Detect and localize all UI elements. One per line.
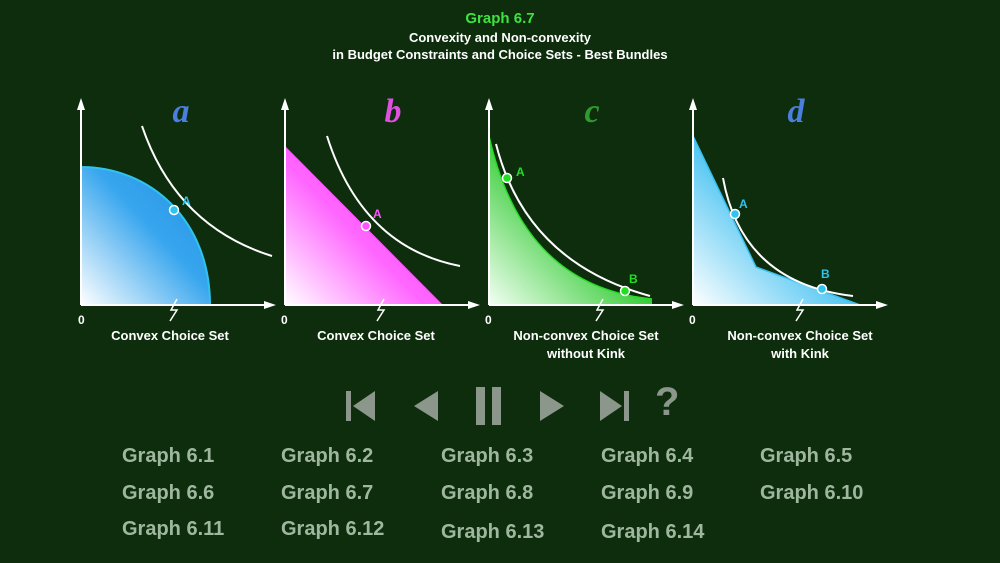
link-graph-6-8[interactable]: Graph 6.8	[441, 482, 534, 504]
budget-frontier-c	[488, 135, 653, 300]
caption-d: Non-convex Choice Set with Kink	[700, 327, 900, 363]
caption-a: Convex Choice Set	[80, 327, 260, 345]
link-graph-6-6[interactable]: Graph 6.6	[122, 482, 215, 504]
pointer-icon-a	[169, 298, 179, 322]
panel-d: A B d 0	[689, 93, 888, 327]
link-graph-6-3[interactable]: Graph 6.3	[441, 445, 534, 467]
indifference-curve-c	[495, 143, 651, 297]
last-icon[interactable]	[598, 387, 632, 425]
caption-c: Non-convex Choice Set without Kink	[486, 327, 686, 363]
budget-frontier-a	[80, 166, 211, 306]
x-arrow-a	[264, 301, 276, 309]
origin-label-a: 0	[78, 313, 85, 327]
panel-a: A a 0	[77, 93, 276, 327]
diagram-panels: A a 0 A b 0	[77, 93, 888, 327]
first-icon[interactable]	[344, 387, 378, 425]
point-label-a: A	[182, 194, 191, 208]
point-a-a	[168, 204, 180, 216]
point-label-b-d: B	[821, 267, 830, 281]
panel-c: A B c 0	[485, 93, 684, 327]
caption-c-line-1: Non-convex Choice Set	[513, 328, 659, 343]
panel-letter-b: b	[385, 93, 402, 130]
link-graph-6-11[interactable]: Graph 6.11	[122, 518, 225, 540]
point-label-b: A	[373, 207, 382, 221]
link-graph-6-7[interactable]: Graph 6.7	[281, 482, 374, 504]
panel-letter-c: c	[584, 93, 599, 130]
y-arrow-c	[485, 98, 493, 110]
point-b-c	[619, 285, 631, 297]
point-b-d	[816, 283, 828, 295]
link-graph-6-1[interactable]: Graph 6.1	[122, 445, 215, 467]
link-graph-6-2[interactable]: Graph 6.2	[281, 445, 374, 467]
y-arrow-d	[689, 98, 697, 110]
choice-set-d	[693, 136, 860, 305]
panel-b: A b 0	[281, 93, 480, 327]
previous-icon[interactable]	[410, 387, 440, 425]
caption-a-line-1: Convex Choice Set	[111, 328, 229, 343]
link-graph-6-13[interactable]: Graph 6.13	[441, 521, 545, 543]
subtitle-line-2: in Budget Constraints and Choice Sets - …	[332, 47, 668, 62]
help-button[interactable]: ?	[655, 380, 680, 424]
x-arrow-d	[876, 301, 888, 309]
point-label-b-c: B	[629, 272, 638, 286]
point-a-d	[729, 208, 741, 220]
y-arrow-b	[281, 98, 289, 110]
point-label-a-c: A	[516, 165, 525, 179]
panel-letter-a: a	[173, 93, 190, 130]
link-graph-6-9[interactable]: Graph 6.9	[601, 482, 694, 504]
caption-b-line-1: Convex Choice Set	[317, 328, 435, 343]
subtitle-line-1: Convexity and Non-convexity	[408, 30, 592, 45]
graph-title: Graph 6.7	[465, 10, 535, 27]
link-graph-6-5[interactable]: Graph 6.5	[760, 445, 853, 467]
point-a-b	[360, 220, 372, 232]
choice-set-c	[489, 136, 652, 305]
link-graph-6-14[interactable]: Graph 6.14	[601, 521, 705, 543]
pointer-icon-c	[595, 298, 605, 322]
origin-label-c: 0	[485, 313, 492, 327]
indifference-curve-b	[326, 135, 461, 267]
link-graph-6-12[interactable]: Graph 6.12	[281, 518, 385, 540]
choice-set-a	[81, 167, 210, 305]
origin-label-b: 0	[281, 313, 288, 327]
y-arrow-a	[77, 98, 85, 110]
caption-d-line-1: Non-convex Choice Set	[727, 328, 873, 343]
origin-label-d: 0	[689, 313, 696, 327]
point-label-a-d: A	[739, 197, 748, 211]
pointer-icon-d	[795, 298, 805, 322]
link-graph-6-10[interactable]: Graph 6.10	[760, 482, 864, 504]
indifference-curve-a	[141, 125, 273, 257]
caption-c-line-2: without Kink	[547, 346, 625, 361]
x-arrow-b	[468, 301, 480, 309]
x-arrow-c	[672, 301, 684, 309]
pause-icon[interactable]	[472, 385, 506, 427]
point-a-c	[501, 172, 513, 184]
caption-d-line-2: with Kink	[771, 346, 829, 361]
panel-letter-d: d	[788, 93, 806, 130]
indifference-curve-d	[722, 177, 854, 297]
pointer-icon-b	[376, 298, 386, 322]
next-icon[interactable]	[538, 387, 568, 425]
link-graph-6-4[interactable]: Graph 6.4	[601, 445, 694, 467]
caption-b: Convex Choice Set	[286, 327, 466, 345]
